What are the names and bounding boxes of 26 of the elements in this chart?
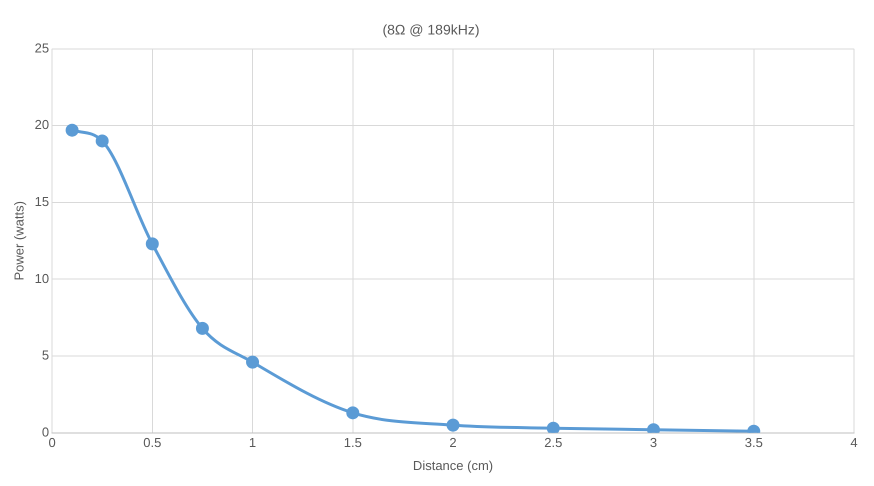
x-tick-label: 1	[248, 435, 256, 450]
point	[546, 422, 560, 433]
x-tick-label: 2	[449, 435, 457, 450]
point	[446, 418, 460, 432]
point	[346, 406, 360, 420]
x-tick-label: 1.5	[344, 435, 362, 450]
x-tick-label: 3.5	[744, 435, 763, 450]
point	[66, 124, 79, 137]
point	[146, 237, 159, 250]
x-tick-label: 3	[650, 435, 658, 450]
y-tick-label: 0	[42, 424, 50, 440]
y-tick-label: 25	[34, 40, 50, 56]
point	[196, 322, 209, 335]
y-tick-label: 5	[42, 348, 50, 363]
y-tick-label: 20	[34, 117, 50, 132]
x-tick-label: 2.5	[544, 435, 562, 450]
x-tick-label: 0.5	[143, 435, 162, 450]
x-tick-label: 4	[850, 435, 858, 450]
y-tick-label: 10	[34, 270, 50, 286]
x-axis-title: Distance (cm)	[412, 458, 494, 473]
point	[647, 423, 660, 433]
chart-title: (8Ω @ 189kHz)	[382, 21, 480, 38]
y-tick-label: 15	[34, 194, 50, 209]
point	[246, 356, 260, 369]
point	[96, 134, 109, 148]
y-axis-title: Power (watts)	[11, 201, 26, 281]
